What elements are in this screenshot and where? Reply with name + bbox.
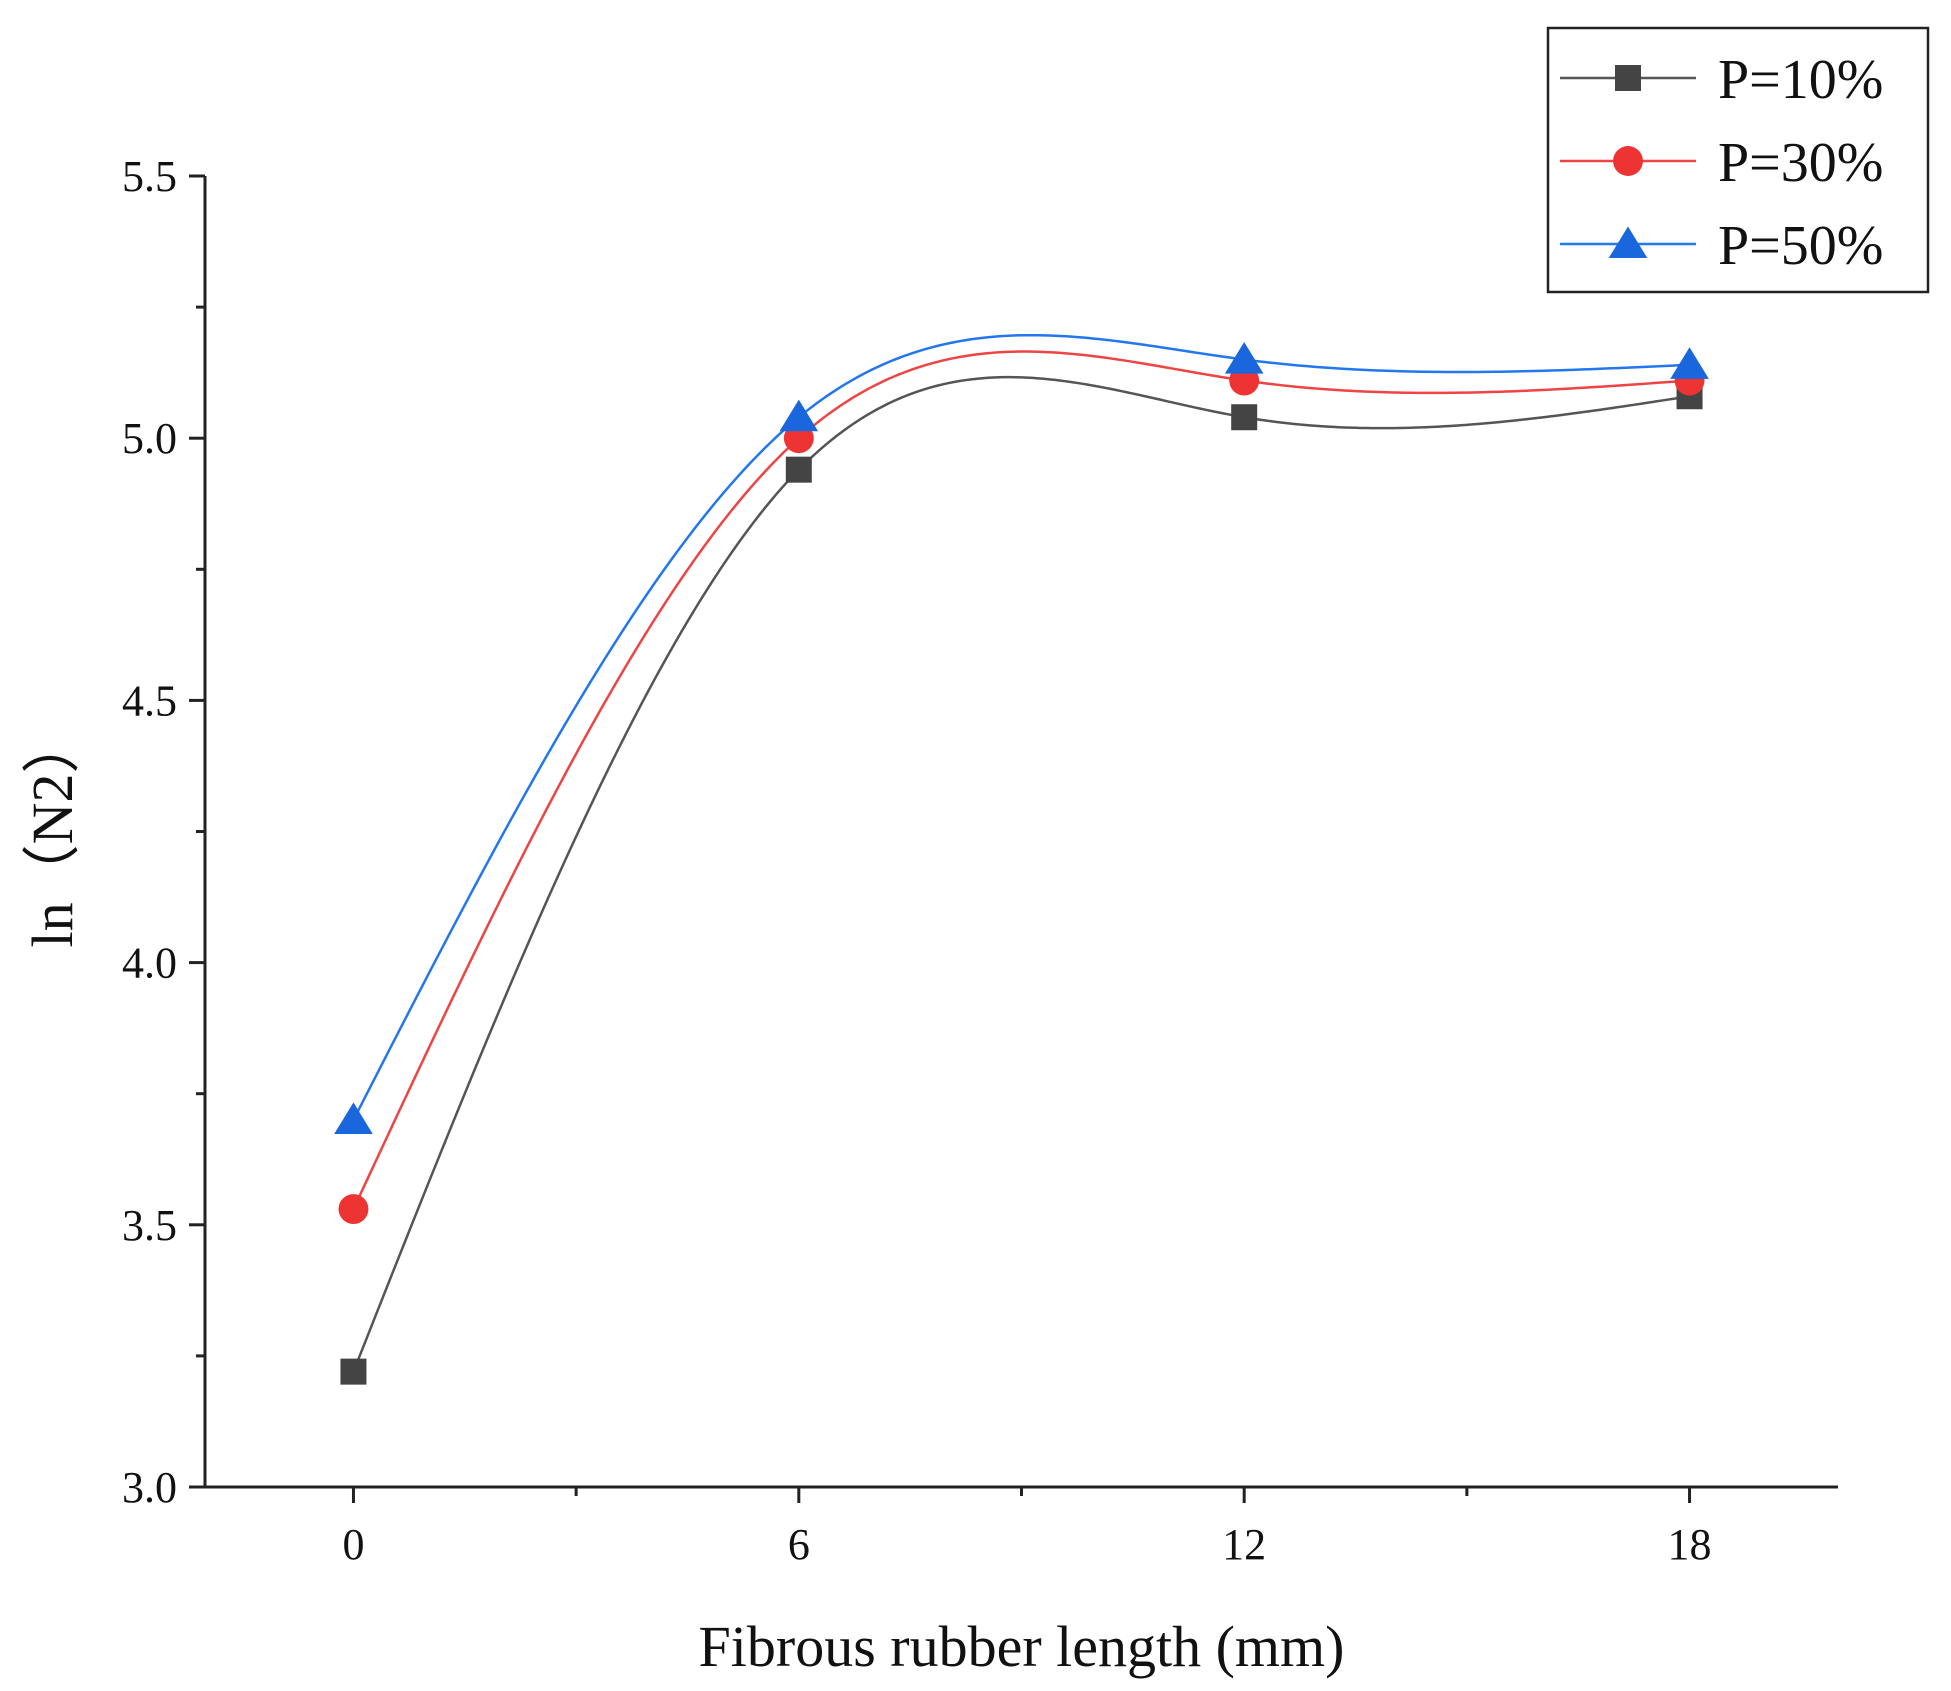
legend-item: P=50% [1560, 215, 1883, 277]
legend-label: P=50% [1718, 215, 1883, 277]
x-tick-label: 12 [1222, 1520, 1266, 1569]
x-tick-label: 0 [342, 1520, 364, 1569]
series-2-points [338, 365, 1705, 1225]
x-tick-label: 18 [1668, 1520, 1712, 1569]
data-point [1231, 404, 1258, 431]
data-point [1670, 347, 1709, 379]
legend: P=10% P=30% P=50% [1546, 26, 1930, 294]
y-tick-label: 3.5 [122, 1201, 177, 1250]
y-ticks: 3.0 3.5 4.0 4.5 5.0 5.5 [122, 152, 205, 1512]
series-lines [352, 333, 1690, 1373]
data-point [334, 1102, 373, 1134]
y-axis-title: ln（N2） [20, 715, 85, 947]
data-point [779, 399, 819, 432]
legend-marker [1615, 65, 1641, 91]
data-point [340, 1358, 367, 1385]
legend-item: P=10% [1560, 49, 1883, 111]
data-point [785, 456, 812, 483]
legend-label: P=10% [1718, 49, 1883, 111]
series-1-points [340, 383, 1703, 1385]
x-ticks: 0 6 12 18 [342, 1487, 1712, 1569]
y-tick-label: 4.5 [122, 676, 177, 725]
y-tick-label: 5.5 [122, 152, 177, 201]
data-point [338, 1194, 369, 1225]
series-3-points [334, 341, 1709, 1134]
x-axis-title: Fibrous rubber length (mm) [699, 1614, 1345, 1679]
series-markers [334, 341, 1709, 1385]
axes [203, 176, 1838, 1489]
series-line-3 [352, 333, 1690, 1121]
legend-marker [1608, 226, 1648, 259]
series-line-1 [352, 375, 1690, 1373]
legend-item: P=30% [1560, 132, 1883, 194]
series-line-2 [352, 350, 1690, 1210]
y-tick-label: 5.0 [122, 414, 177, 463]
legend-label: P=30% [1718, 132, 1883, 194]
y-tick-label: 3.0 [122, 1463, 177, 1512]
legend-marker [1613, 146, 1643, 176]
y-tick-label: 4.0 [122, 939, 177, 988]
x-tick-label: 6 [788, 1520, 810, 1569]
data-point [1224, 341, 1264, 374]
